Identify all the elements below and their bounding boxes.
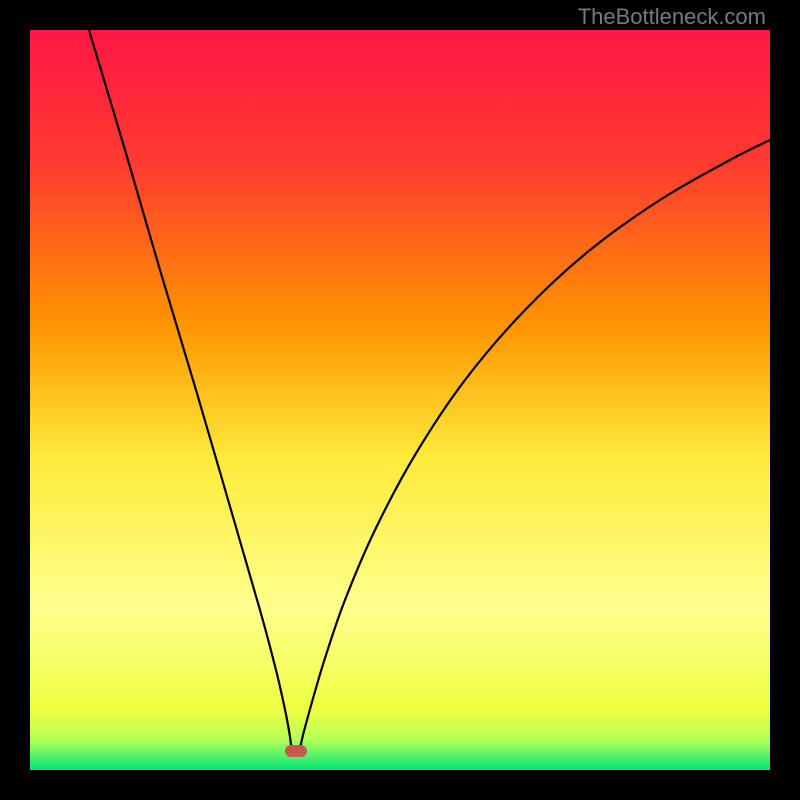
bottleneck-curve xyxy=(30,30,770,770)
plot-area xyxy=(30,30,770,770)
watermark-text: TheBottleneck.com xyxy=(578,4,766,30)
optimal-marker xyxy=(285,745,307,757)
